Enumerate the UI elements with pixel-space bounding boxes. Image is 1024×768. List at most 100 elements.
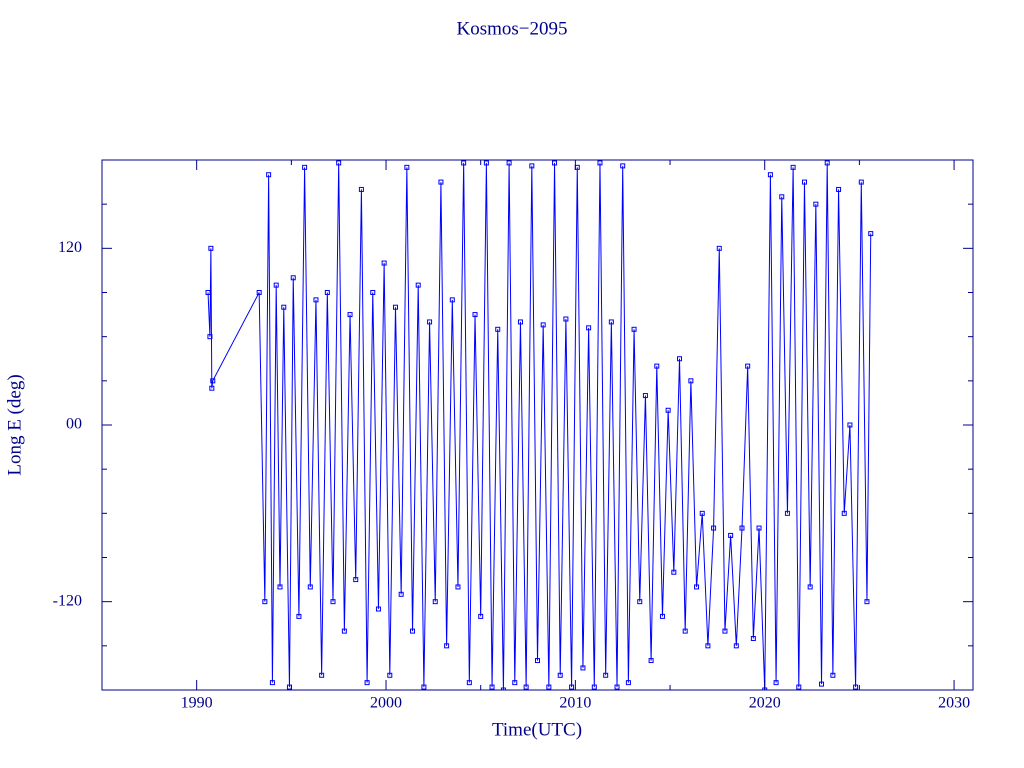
data-point <box>277 584 283 590</box>
data-point <box>608 319 614 325</box>
data-point <box>472 312 478 318</box>
x-tick-label: 1990 <box>181 695 213 712</box>
data-point <box>347 312 353 318</box>
chart-title: Kosmos−2095 <box>456 18 567 39</box>
data-point <box>281 304 287 310</box>
x-tick-label: 2010 <box>559 695 591 712</box>
data-point <box>404 164 410 170</box>
data-point <box>302 164 308 170</box>
data-point <box>273 282 279 288</box>
data-point <box>552 160 558 166</box>
data-point <box>767 172 773 178</box>
axes: 1990 2000 2010 2020 2030 -120 00 120 <box>53 159 974 712</box>
data-point <box>410 628 416 634</box>
data-point <box>540 322 546 328</box>
data-point <box>841 510 847 516</box>
data-point <box>648 658 654 664</box>
data-point <box>756 525 762 531</box>
data-point <box>370 290 376 295</box>
data-point <box>858 179 864 185</box>
data-point <box>478 613 484 619</box>
data-point <box>654 363 660 369</box>
data-point <box>733 643 739 649</box>
data-point <box>739 525 745 531</box>
data-point <box>705 643 711 649</box>
data-point <box>682 628 688 634</box>
x-tick-label: 2030 <box>938 695 970 712</box>
data-point <box>466 680 472 686</box>
data-point <box>535 658 540 664</box>
data-point <box>563 316 569 322</box>
data-point <box>262 599 268 605</box>
data-point <box>784 510 790 516</box>
data-point <box>506 160 512 166</box>
data-point <box>694 584 700 590</box>
data-point <box>597 160 603 166</box>
data-point <box>631 326 637 332</box>
data-point <box>830 672 836 678</box>
data-point <box>523 684 529 690</box>
data-point <box>364 680 370 686</box>
y-tick-label: -120 <box>53 592 82 609</box>
y-axis-label: Long E (deg) <box>4 374 25 475</box>
plot-area <box>205 160 874 690</box>
data-point <box>716 245 722 251</box>
data-point <box>819 681 825 687</box>
data-point <box>591 684 597 690</box>
data-point <box>495 326 501 332</box>
data-point <box>750 635 756 641</box>
data-point <box>421 684 427 690</box>
y-tick-label: 120 <box>58 239 82 256</box>
x-axis-label: Time(UTC) <box>492 719 582 740</box>
data-point <box>586 325 592 331</box>
data-point <box>307 584 313 590</box>
data-point <box>455 584 461 590</box>
data-point <box>557 672 563 678</box>
data-point <box>722 628 728 634</box>
data-point <box>868 231 874 237</box>
data-point <box>427 319 433 325</box>
data-point <box>853 684 859 690</box>
series-line <box>207 162 872 690</box>
data-point <box>205 290 211 295</box>
x-tick-label: 2020 <box>749 695 781 712</box>
data-point <box>269 680 275 686</box>
data-point <box>813 201 819 207</box>
data-point <box>847 422 853 428</box>
data-point <box>677 356 683 362</box>
data-point <box>625 680 631 686</box>
data-point <box>489 684 495 690</box>
data-point <box>483 160 489 166</box>
data-point <box>296 613 302 619</box>
data-point <box>461 160 467 166</box>
y-tick-label: 00 <box>66 416 82 433</box>
data-point <box>324 290 330 295</box>
data-point <box>637 599 643 605</box>
data-point <box>773 680 779 686</box>
data-point <box>688 378 694 384</box>
data-point <box>642 393 648 399</box>
data-point <box>209 385 215 391</box>
data-point <box>836 186 842 192</box>
data-point <box>779 194 785 200</box>
data-point <box>728 532 734 538</box>
data-point <box>330 599 336 605</box>
data-point <box>266 172 272 178</box>
data-point <box>864 599 870 605</box>
data-point <box>665 407 671 413</box>
data-point <box>207 334 213 340</box>
data-point <box>210 378 216 384</box>
data-point <box>336 160 342 166</box>
data-point <box>796 684 802 690</box>
data-point <box>546 684 552 690</box>
data-point <box>699 510 705 516</box>
data-point <box>387 672 393 678</box>
data-point <box>290 275 296 281</box>
data-point <box>449 297 455 303</box>
data-point <box>824 160 830 166</box>
data-point <box>790 164 796 170</box>
data-point <box>358 186 364 192</box>
data-point <box>398 591 404 597</box>
data-point <box>438 179 444 185</box>
